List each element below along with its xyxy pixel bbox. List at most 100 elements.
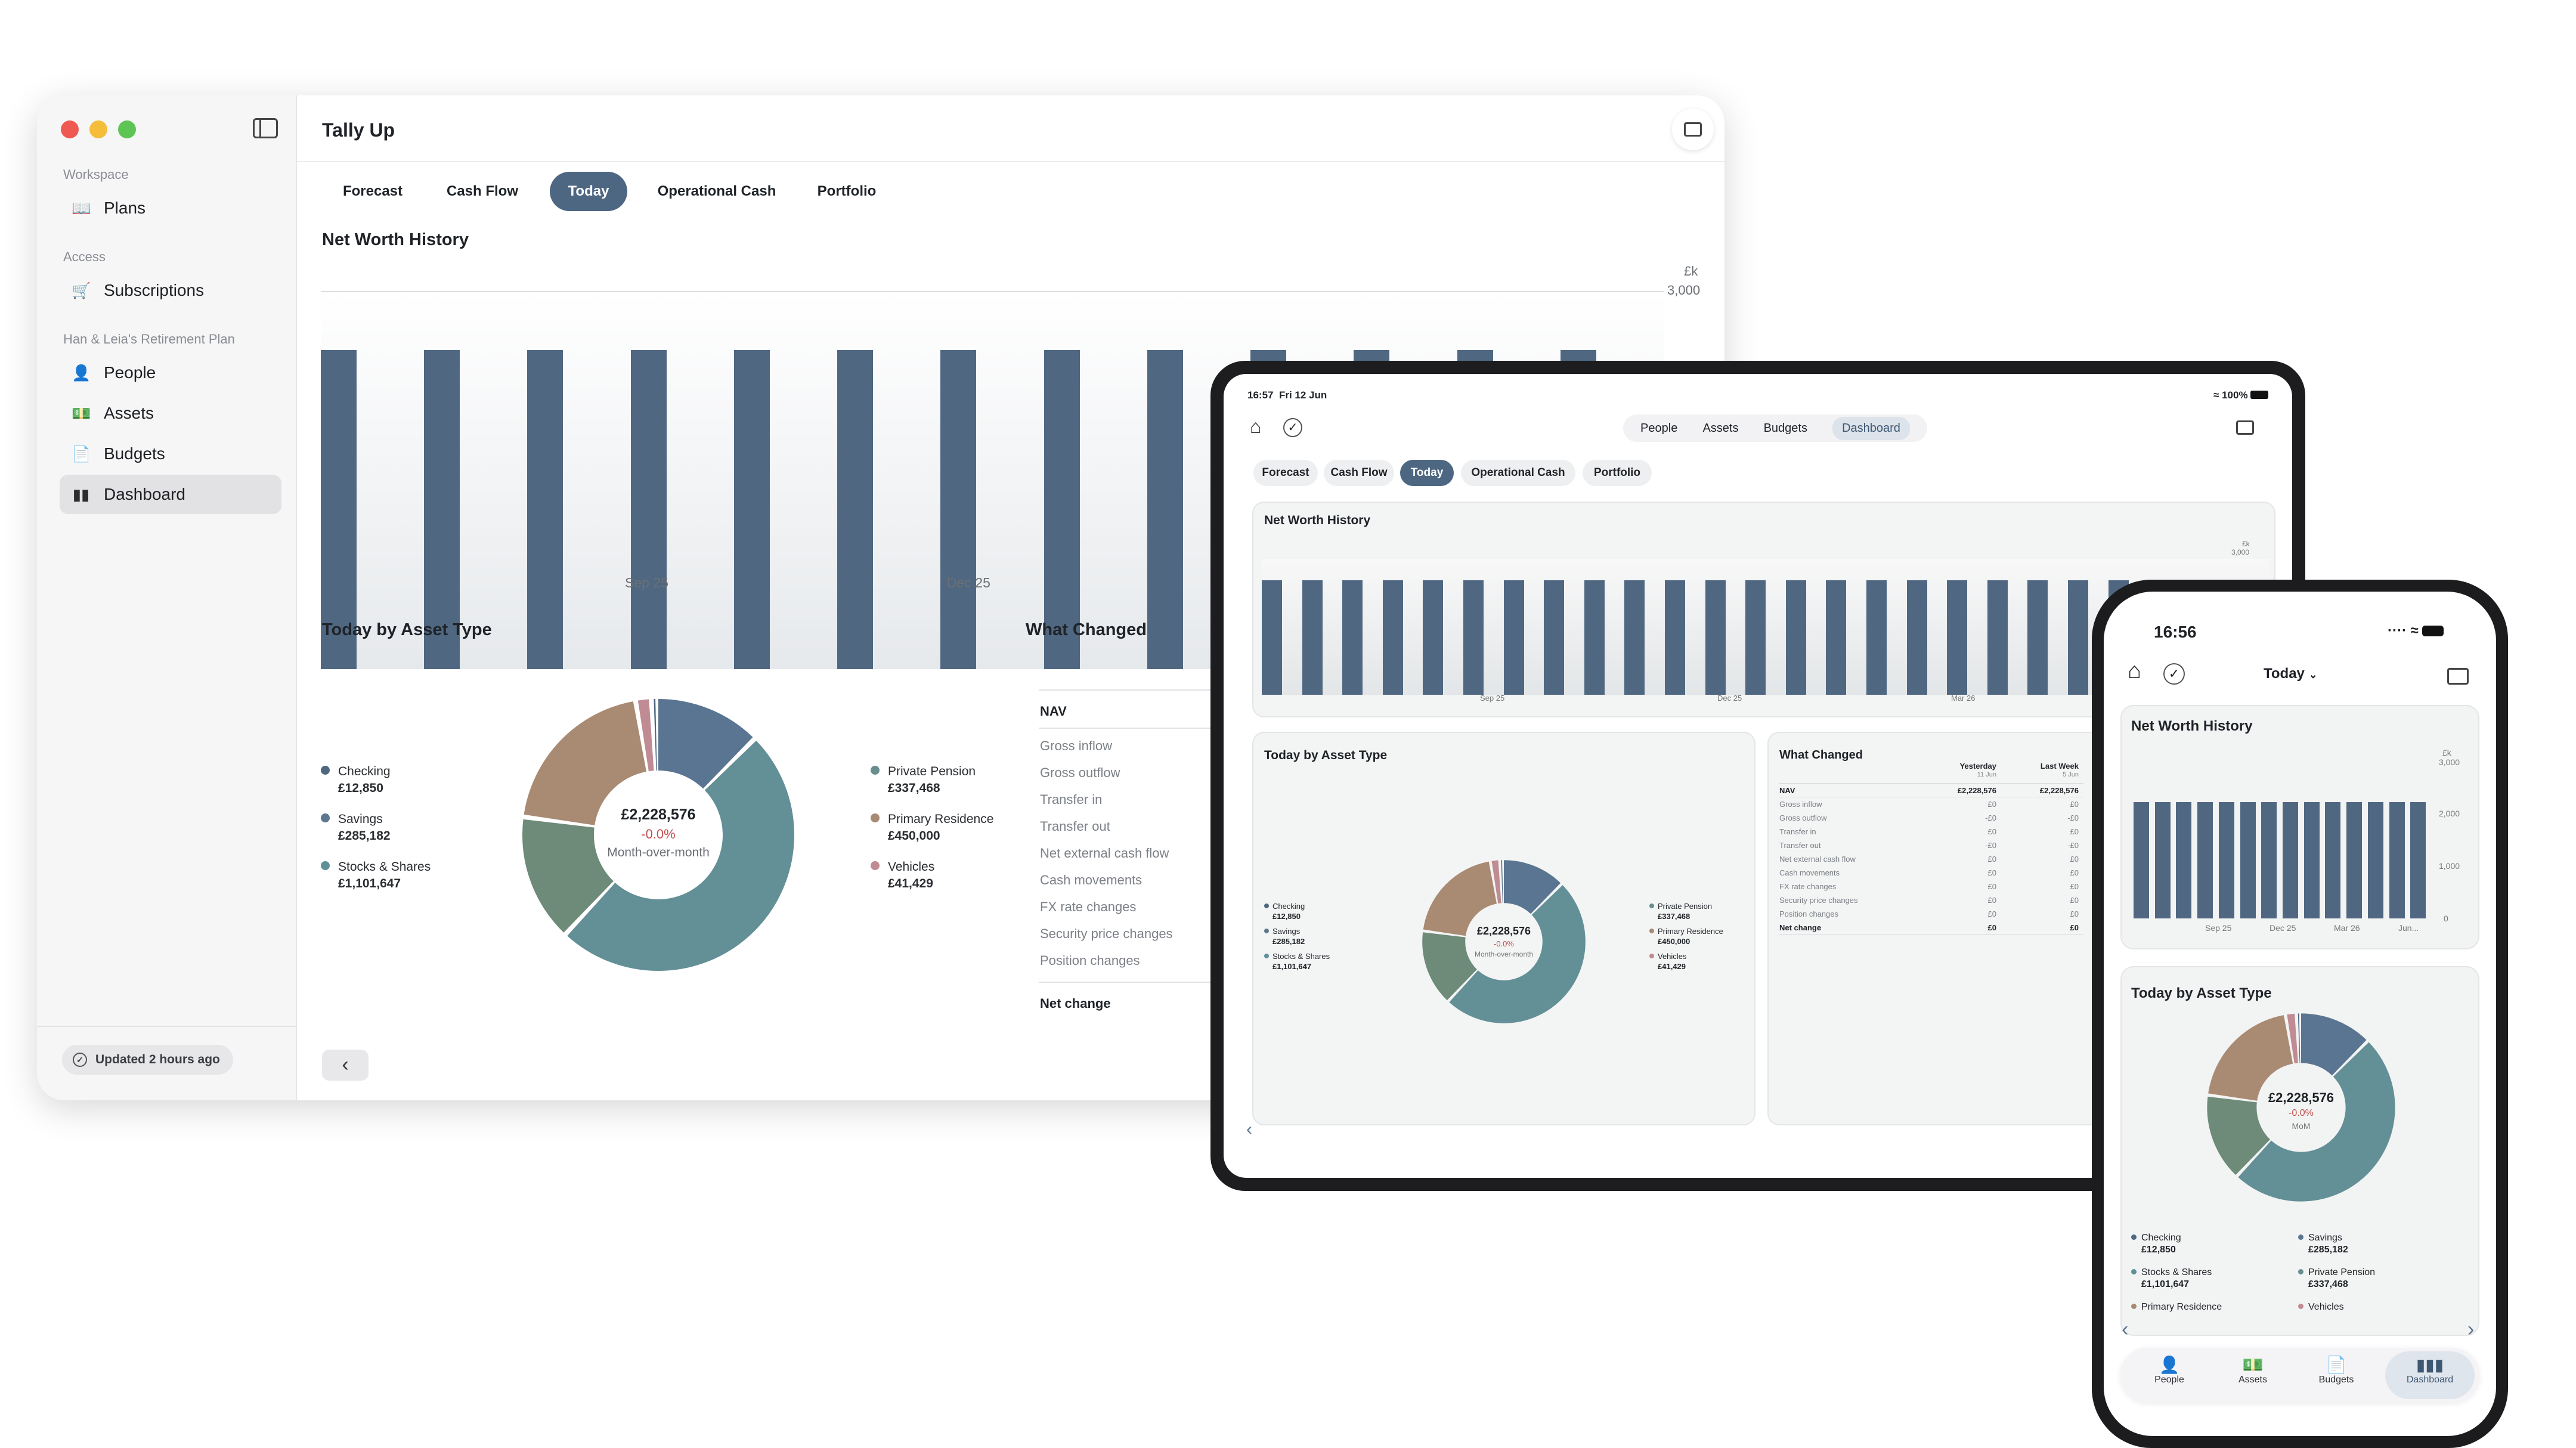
- battery-icon: [2250, 391, 2269, 399]
- wifi-icon: ≈: [2213, 389, 2219, 401]
- net-worth-title: Net Worth History: [1264, 513, 1371, 527]
- tab-portfolio[interactable]: Portfolio: [1583, 460, 1652, 486]
- tab-today[interactable]: Today: [550, 172, 627, 211]
- chart-icon: ▮▮: [72, 485, 90, 503]
- seg-dashboard[interactable]: Dashboard: [1832, 416, 1910, 440]
- net-worth-bar: [2154, 802, 2171, 918]
- period-selector[interactable]: Today ⌄: [2264, 666, 2318, 682]
- inspector-icon[interactable]: [2236, 420, 2254, 435]
- tab-cash-flow[interactable]: Cash Flow: [1324, 460, 1394, 486]
- legend-dot: [321, 813, 330, 822]
- what-changed-title: What Changed: [1779, 748, 1863, 762]
- donut-slice: [1422, 860, 1586, 1023]
- tab-today[interactable]: Today: [1400, 460, 1454, 486]
- legend-item: Savings £285,182: [2298, 1232, 2348, 1256]
- document-icon: 📄: [72, 445, 91, 463]
- table-row: Net change £0 £0: [1779, 921, 2083, 935]
- legend-dot: [321, 766, 330, 775]
- legend-item: Checking £12,850: [2131, 1232, 2181, 1256]
- legend-name: Savings: [1272, 927, 1301, 936]
- sidebar-item-label: Plans: [104, 199, 146, 217]
- net-worth-bar: [321, 349, 357, 669]
- donut-slice: [1422, 860, 1586, 1023]
- table-row: Position changes: [1040, 953, 1140, 968]
- row-label: NAV: [1779, 786, 1795, 795]
- col-header: Last Week: [2040, 762, 2079, 771]
- row-yesterday: £0: [1987, 882, 1996, 891]
- tab-operational-cash[interactable]: Operational Cash: [1461, 460, 1575, 486]
- net-worth-bar: [1745, 580, 1766, 695]
- sidebar-item-plans[interactable]: 📖 Plans: [60, 188, 281, 228]
- inspector-button[interactable]: [1672, 109, 1714, 150]
- table-row: Security price changes: [1040, 926, 1173, 941]
- phone-device: 16:56 ···· ≈ ⌂ ✓ Today ⌄ Net Worth Histo…: [2092, 580, 2508, 1448]
- net-worth-bar: [1866, 580, 1887, 695]
- net-worth-bar: [837, 349, 874, 669]
- minimize-window-button[interactable]: [89, 120, 107, 138]
- table-row: NAV £2,228,576 £2,228,576: [1779, 784, 2083, 797]
- net-worth-bar: [2197, 802, 2213, 918]
- chevron-left-icon[interactable]: ‹: [2122, 1318, 2129, 1341]
- sidebar-item-label: Budgets: [104, 444, 165, 463]
- sidebar-item-label: Dashboard: [104, 485, 185, 503]
- check-circle-icon[interactable]: ✓: [2163, 663, 2185, 685]
- check-circle-icon[interactable]: ✓: [1283, 418, 1302, 437]
- inspector-icon[interactable]: [2447, 668, 2469, 685]
- legend-item: Stocks & Shares £1,101,647: [1264, 951, 1330, 971]
- legend-value: £285,182: [1272, 937, 1305, 946]
- tab-dashboard[interactable]: ▮▮▮ Dashboard: [2385, 1351, 2475, 1399]
- tab-portfolio[interactable]: Portfolio: [817, 183, 877, 199]
- legend-dot: [871, 766, 880, 775]
- row-label: Transfer out: [1779, 841, 1821, 850]
- divider: [37, 1026, 297, 1027]
- net-worth-title: Net Worth History: [2131, 718, 2253, 734]
- tab-forecast[interactable]: Forecast: [1253, 460, 1318, 486]
- battery-icon: [2422, 626, 2444, 636]
- home-icon[interactable]: ⌂: [2128, 658, 2141, 683]
- tab-operational-cash[interactable]: Operational Cash: [657, 183, 776, 199]
- chevron-left-icon[interactable]: ‹: [322, 1050, 369, 1081]
- zoom-window-button[interactable]: [118, 120, 136, 138]
- sidebar-item-subscriptions[interactable]: 🛒 Subscriptions: [60, 271, 281, 310]
- tab-budgets[interactable]: 📄 Budgets: [2312, 1355, 2360, 1385]
- net-worth-bar: [1785, 580, 1806, 695]
- tab-forecast[interactable]: Forecast: [342, 183, 403, 199]
- row-label: Cash movements: [1779, 868, 1840, 877]
- sidebar-item-budgets[interactable]: 📄 Budgets: [60, 434, 281, 474]
- net-worth-bar: [2367, 802, 2383, 918]
- sidebar-item-people[interactable]: 👤 People: [60, 353, 281, 392]
- table-row: Transfer in £0 £0: [1779, 825, 2083, 839]
- y-axis-unit: £k: [2442, 748, 2451, 757]
- home-icon[interactable]: ⌂: [1250, 416, 1262, 437]
- row-last-week: -£0: [2067, 841, 2079, 850]
- sidebar-item-assets[interactable]: 💵 Assets: [60, 394, 281, 433]
- net-worth-bar: [1302, 580, 1323, 695]
- net-worth-bar: [1584, 580, 1605, 695]
- sidebar-toggle-icon[interactable]: [253, 118, 278, 138]
- x-tick-label: Sep 25: [2205, 923, 2232, 933]
- net-worth-bar: [2303, 802, 2320, 918]
- asset-donut-chart: [2207, 1013, 2395, 1202]
- net-worth-bar: [1463, 580, 1484, 695]
- seg-people[interactable]: People: [1640, 421, 1678, 435]
- seg-budgets[interactable]: Budgets: [1763, 421, 1807, 435]
- sidebar-item-label: Assets: [104, 404, 154, 422]
- close-window-button[interactable]: [61, 120, 79, 138]
- seg-assets[interactable]: Assets: [1702, 421, 1739, 435]
- donut-total: £2,228,576: [1476, 925, 1531, 937]
- table-row: Transfer in: [1040, 792, 1103, 807]
- tab-assets[interactable]: 💵 Assets: [2229, 1355, 2277, 1385]
- chevron-left-icon[interactable]: ‹: [1246, 1119, 1252, 1139]
- tab-cash-flow[interactable]: Cash Flow: [446, 183, 518, 199]
- status-date-text: Fri 12 Jun: [1278, 389, 1327, 401]
- legend-right: Private Pension £337,468 Primary Residenc…: [871, 763, 993, 892]
- tab-people[interactable]: 👤 People: [2145, 1355, 2193, 1385]
- legend-dot: [321, 861, 330, 870]
- sidebar-item-dashboard[interactable]: ▮▮ Dashboard: [60, 475, 281, 514]
- donut-change: -0.0%: [1494, 939, 1514, 948]
- legend-left: Checking £12,850 Savings £285,182 Stocks &…: [1264, 901, 1330, 971]
- net-worth-bar: [1342, 580, 1363, 695]
- chevron-right-icon[interactable]: ›: [2467, 1318, 2475, 1341]
- donut-caption: Month-over-month: [1474, 950, 1534, 958]
- asset-type-card: Today by Asset Type Checking £12,850 Savi…: [1252, 732, 1755, 1125]
